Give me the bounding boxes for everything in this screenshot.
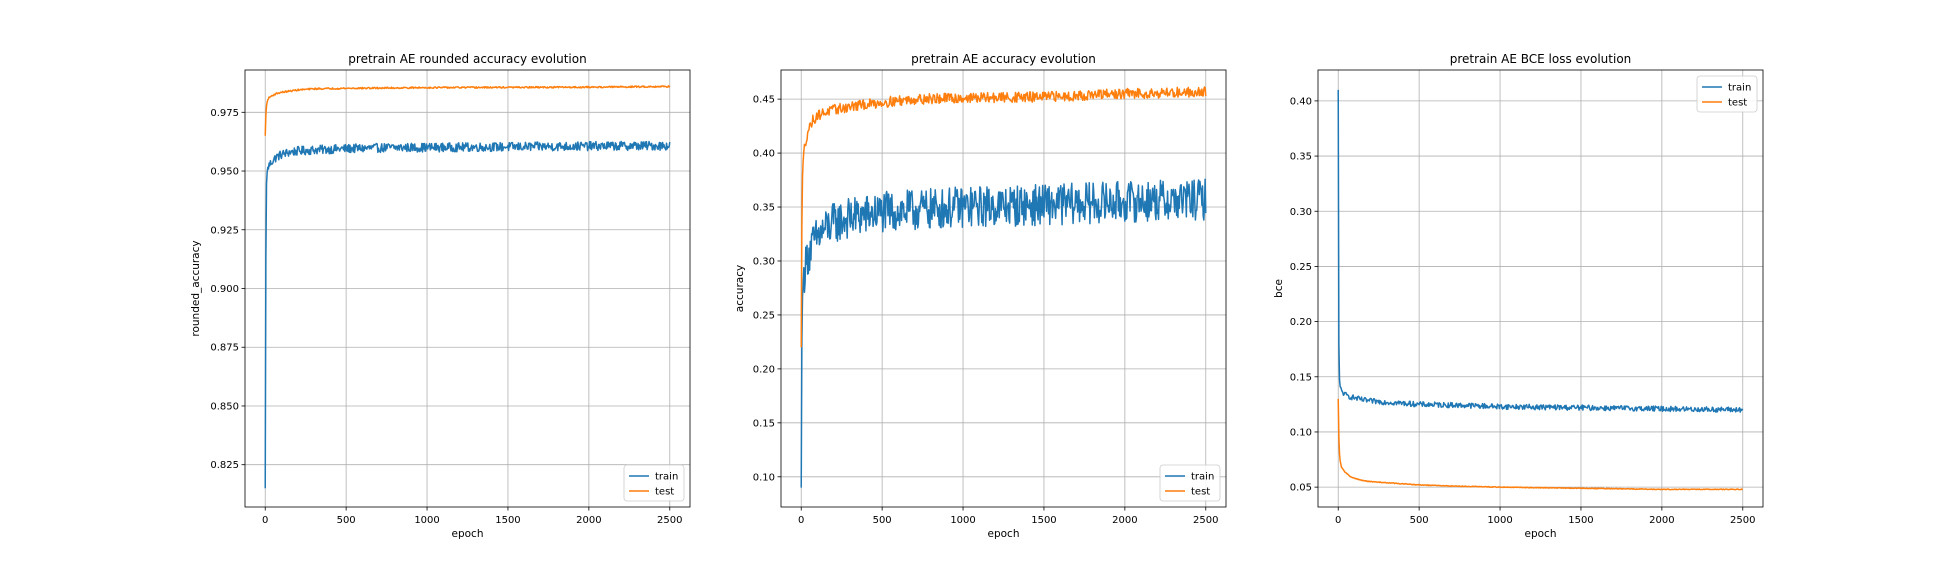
y-tick-label: 0.45: [753, 95, 775, 106]
legend-label-train: train: [1728, 83, 1751, 94]
y-tick-label: 0.35: [753, 203, 775, 214]
legend-box: [623, 464, 685, 502]
legend: train test: [1696, 75, 1758, 113]
y-tick-label: 0.40: [753, 149, 775, 160]
legend-label-test: test: [655, 487, 674, 498]
y-tick-label: 0.925: [210, 225, 239, 236]
chart-title: pretrain AE BCE loss evolution: [1450, 52, 1632, 66]
x-axis-label: epoch: [988, 528, 1020, 540]
y-tick-label: 0.15: [1290, 372, 1312, 383]
y-tick-label: 0.975: [210, 108, 239, 119]
y-tick-label: 0.05: [1290, 483, 1312, 494]
y-axis-label: bce: [1273, 279, 1285, 298]
y-tick-label: 0.850: [210, 401, 239, 412]
y-tick-label: 0.30: [1290, 207, 1312, 218]
y-tick-label: 0.10: [1290, 427, 1312, 438]
series-train-line: [800, 178, 1207, 488]
y-tick-label: 0.900: [210, 284, 239, 295]
series-test-line: [800, 86, 1207, 348]
legend-box: [1159, 464, 1221, 502]
subplots: 0 500 1000 1500 2000 2500 0.825 0.850 0.875 0.900…: [190, 52, 1764, 540]
y-axis-label: accuracy: [734, 265, 746, 312]
series-test-line: [1337, 398, 1743, 491]
y-tick-label: 0.825: [210, 460, 239, 471]
x-tick-label: 0: [798, 515, 804, 526]
x-tick-label: 1500: [1031, 515, 1056, 526]
x-tick-label: 1000: [414, 515, 439, 526]
y-tick-label: 0.25: [753, 310, 775, 321]
legend-label-train: train: [1191, 472, 1214, 483]
x-tick-label: 1500: [495, 515, 520, 526]
y-tick-label: 0.10: [753, 472, 775, 483]
y-tick-label: 0.875: [210, 343, 239, 354]
legend-label-test: test: [1191, 487, 1210, 498]
legend-box: [1696, 75, 1758, 113]
series-train-line: [1337, 89, 1744, 413]
x-tick-label: 1500: [1568, 515, 1593, 526]
chart-title: pretrain AE rounded accuracy evolution: [348, 52, 586, 66]
x-tick-label: 2000: [1649, 515, 1674, 526]
y-tick-label: 0.25: [1290, 262, 1312, 273]
x-tick-label: 1000: [1487, 515, 1512, 526]
x-tick-label: 0: [262, 515, 268, 526]
y-tick-label: 0.950: [210, 167, 239, 178]
x-tick-label: 1000: [950, 515, 975, 526]
x-tick-label: 2500: [657, 515, 682, 526]
x-tick-label: 2500: [1193, 515, 1218, 526]
legend-label-train: train: [655, 472, 678, 483]
series-train-line: [264, 140, 671, 489]
x-axis-label: epoch: [1525, 528, 1557, 540]
y-axis-label: rounded_accuracy: [190, 240, 202, 336]
y-tick-label: 0.40: [1290, 96, 1312, 107]
x-tick-label: 500: [337, 515, 356, 526]
x-tick-label: 2000: [1112, 515, 1137, 526]
legend: train test: [1159, 464, 1221, 502]
x-tick-label: 500: [1410, 515, 1429, 526]
axes-frame: [1317, 69, 1764, 508]
y-tick-label: 0.35: [1290, 152, 1312, 163]
axes-frame: [780, 69, 1227, 508]
legend-label-test: test: [1728, 98, 1747, 109]
y-tick-label: 0.30: [753, 256, 775, 267]
x-tick-label: 0: [1335, 515, 1341, 526]
x-tick-label: 2000: [576, 515, 601, 526]
y-tick-label: 0.20: [1290, 317, 1312, 328]
series-test-line: [264, 85, 671, 136]
y-tick-label: 0.15: [753, 418, 775, 429]
x-axis-label: epoch: [452, 528, 484, 540]
subplot-3: 0 500 1000 1500 2000 2500 0.05 0.10 0.15 0.20 0.25…: [1273, 52, 1764, 540]
chart-title: pretrain AE accuracy evolution: [911, 52, 1096, 66]
subplot-2: 0 500 1000 1500 2000 2500 0.10 0.15 0.20 0.25 0.30…: [734, 52, 1227, 540]
legend: train test: [623, 464, 685, 502]
x-tick-label: 500: [873, 515, 892, 526]
x-tick-label: 2500: [1730, 515, 1755, 526]
y-tick-label: 0.20: [753, 364, 775, 375]
subplot-1: 0 500 1000 1500 2000 2500 0.825 0.850 0.875 0.900…: [190, 52, 691, 540]
